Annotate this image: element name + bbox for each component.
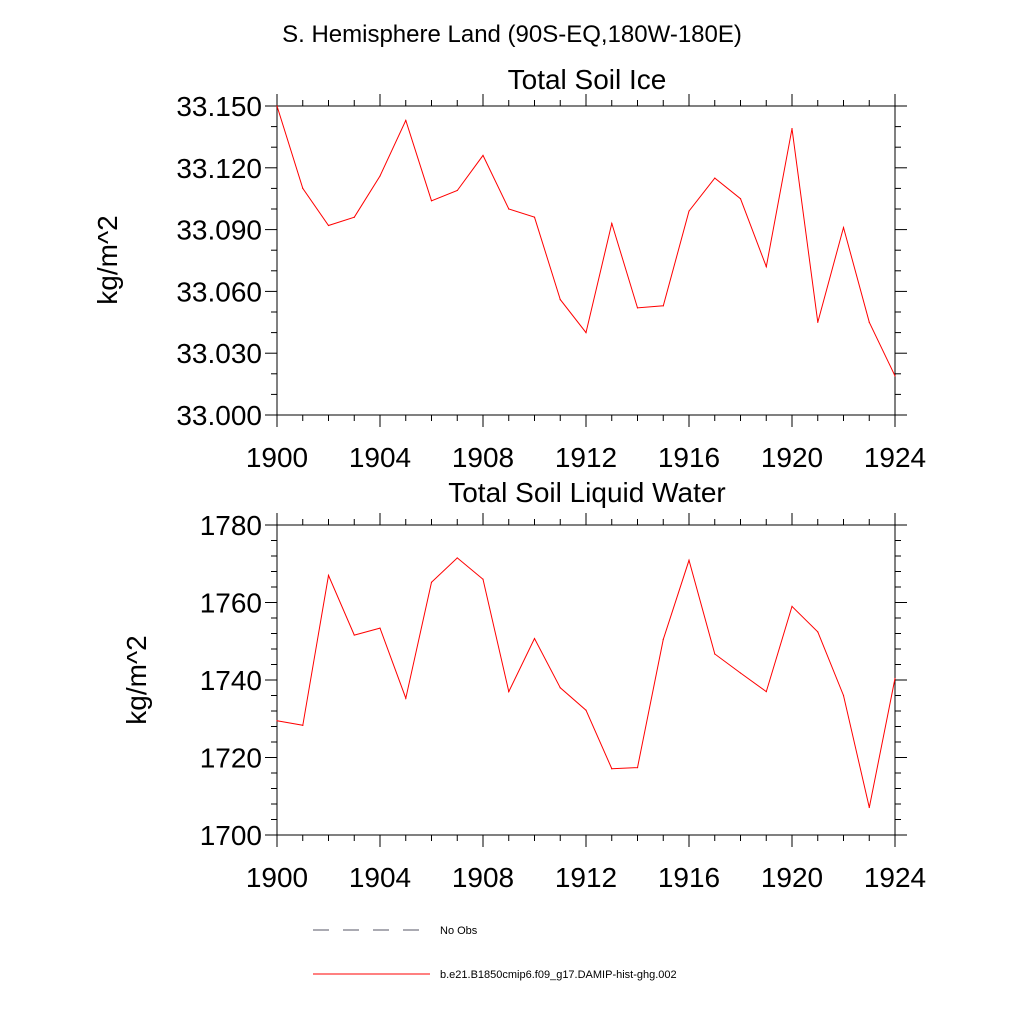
data-point [508,691,510,693]
data-point [842,226,845,229]
x-tick-label: 1924 [864,862,926,893]
data-point [430,200,433,202]
x-tick-label: 1900 [246,862,308,893]
data-point [636,766,639,769]
data-point [791,128,793,130]
data-point [688,559,690,561]
y-tick-label: 1780 [200,510,262,541]
data-point [405,697,407,699]
y-tick-label: 33.060 [176,276,262,307]
x-tick-label: 1908 [452,442,514,473]
data-point [842,694,845,697]
data-point [739,198,742,200]
data-point [379,627,381,629]
legend-label-no-obs: No Obs [440,925,478,937]
x-tick-label: 1904 [349,442,411,473]
data-point [868,321,870,323]
y-axis-label: kg/m^2 [121,635,152,724]
data-point [611,222,613,225]
x-tick-label: 1912 [555,442,617,473]
y-tick-label: 33.000 [176,400,262,431]
x-tick-label: 1916 [658,442,720,473]
y-tick-label: 1740 [200,665,262,696]
y-axis-label: kg/m^2 [92,215,123,304]
data-point [379,175,381,177]
data-point [353,634,355,636]
x-tick-label: 1912 [555,862,617,893]
data-point [302,187,304,189]
x-tick-label: 1916 [658,862,720,893]
data-point [482,578,484,580]
data-point [430,581,433,583]
data-point [714,177,716,179]
data-point [817,631,819,633]
data-point [765,691,767,693]
data-point [276,720,278,722]
data-point [456,557,458,559]
y-tick-label: 1720 [200,743,262,774]
data-point [559,299,561,301]
figure-title: S. Hemisphere Land (90S-EQ,180W-180E) [282,21,742,48]
data-point [276,105,278,107]
x-tick-label: 1920 [761,442,823,473]
data-point [662,305,664,307]
data-point [765,266,767,268]
data-point [585,709,587,711]
x-tick-label: 1924 [864,442,926,473]
panel-total-soil-ice: Total Soil Ice kg/m^2 1900 1904 1908 1912 19… [92,64,926,473]
x-tick-label: 1904 [349,862,411,893]
y-tick-label: 33.150 [176,91,262,122]
data-point [327,574,330,576]
data-point [868,806,870,809]
data-point [482,154,484,157]
data-point [302,724,304,726]
data-point [636,307,639,309]
data-point [688,210,690,212]
panel-title: Total Soil Liquid Water [448,477,726,508]
panel-total-soil-liquid-water: Total Soil Liquid Water kg/m^2 1900 1904 1… [121,477,926,893]
data-point [739,672,742,674]
legend: No Obs b.e21.B1850cmip6.f09_g17.DAMIP-hi… [313,925,677,981]
data-point [456,189,458,192]
data-point [353,216,355,218]
plot-frame [276,105,896,416]
y-tick-label: 33.030 [176,338,262,369]
panel-title: Total Soil Ice [508,64,667,95]
data-point [714,653,716,655]
data-point [894,677,896,680]
y-tick-label: 33.120 [176,153,262,184]
y-tick-label: 33.090 [176,215,262,246]
data-point [405,119,407,122]
plot-frame [276,524,896,836]
data-point [817,321,819,323]
data-point [559,687,561,689]
y-tick-label: 1700 [200,820,262,851]
data-point [533,216,536,218]
series-line [276,557,896,808]
series-line [276,105,896,377]
data-point [791,605,793,607]
data-point [327,224,330,227]
data-point [662,638,664,640]
data-point [585,332,587,334]
legend-label-series: b.e21.B1850cmip6.f09_g17.DAMIP-hist-ghg.… [440,969,677,981]
data-point [894,375,896,377]
x-tick-label: 1920 [761,862,823,893]
y-tick-label: 1760 [200,588,262,619]
data-point [533,637,536,640]
data-point [508,208,510,210]
x-tick-label: 1908 [452,862,514,893]
x-tick-label: 1900 [246,442,308,473]
data-point [611,768,613,770]
